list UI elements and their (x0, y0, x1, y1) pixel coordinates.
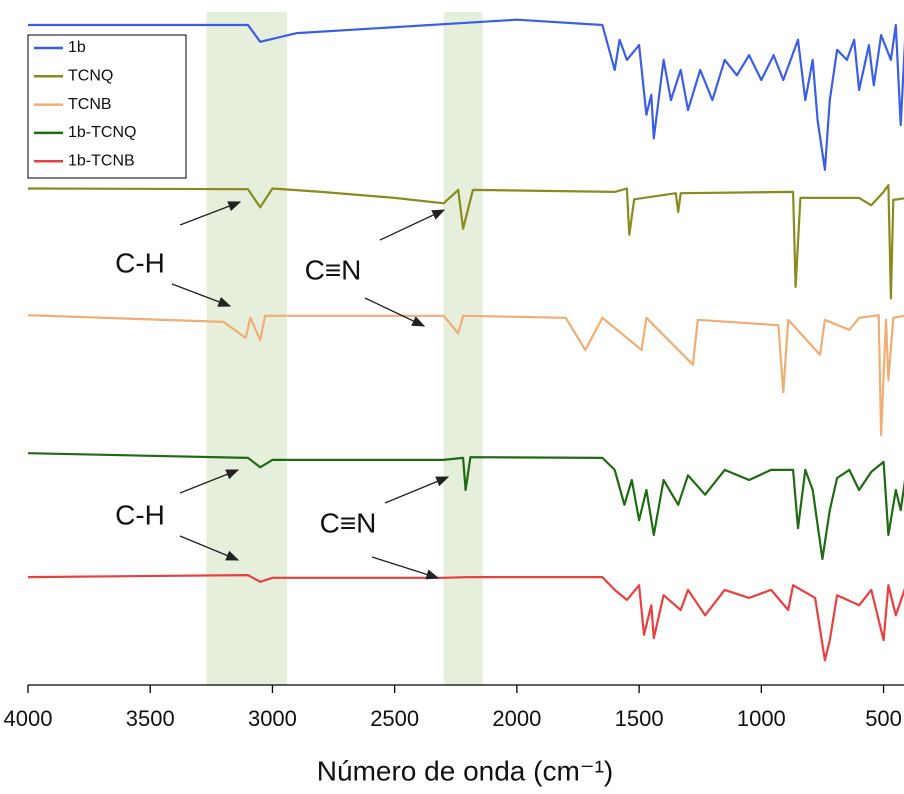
annotation-arrow (371, 556, 440, 580)
annotation-arrow (379, 209, 446, 241)
x-axis-title: Número de onda (cm⁻¹) (317, 755, 613, 786)
legend-label: TCNB (68, 96, 112, 113)
x-tick-label: 4000 (4, 706, 53, 731)
legend-box (27, 34, 187, 179)
spectra (27, 18, 904, 662)
highlight-band (206, 12, 288, 685)
legend-label: 1b-TCNQ (68, 124, 136, 141)
highlight-bands (206, 12, 483, 685)
x-tick-label: 1000 (737, 706, 786, 731)
spectrum-line (27, 452, 904, 561)
annotation-arrow (364, 297, 426, 327)
legend-label: TCNQ (68, 68, 113, 85)
spectrum-line (28, 18, 904, 171)
x-tick-label: 3000 (248, 706, 297, 731)
annotation-label: C≡N (320, 507, 377, 538)
x-axis: 4000 3500 3000 2500 2000 1500 1000 500 (4, 684, 904, 731)
annotation-arrow (384, 476, 450, 504)
spectrum-line (27, 184, 904, 300)
annotation-label: C≡N (305, 254, 362, 285)
annotation-arrow (179, 535, 240, 561)
spectrum-line (27, 314, 904, 437)
annotation-arrow (179, 201, 242, 226)
x-tick-label: 2500 (370, 706, 419, 731)
spectrum-line (27, 574, 904, 662)
annotation-arrow (179, 469, 240, 494)
legend: 1b TCNQ TCNB 1b-TCNQ 1b-TCNB (27, 34, 187, 179)
highlight-band (443, 12, 483, 685)
x-tick-label: 3500 (126, 706, 175, 731)
x-tick-label: 500 (865, 706, 902, 731)
x-tick-label: 1500 (615, 706, 664, 731)
annotation-label: C-H (115, 247, 165, 278)
annotation-arrow (171, 283, 232, 307)
x-tick-label: 2000 (492, 706, 541, 731)
legend-label: 1b-TCNB (68, 152, 135, 169)
annotations: C-H C≡N C-H C≡N (115, 201, 450, 580)
legend-label: 1b (68, 39, 86, 56)
annotation-label: C-H (115, 499, 165, 530)
